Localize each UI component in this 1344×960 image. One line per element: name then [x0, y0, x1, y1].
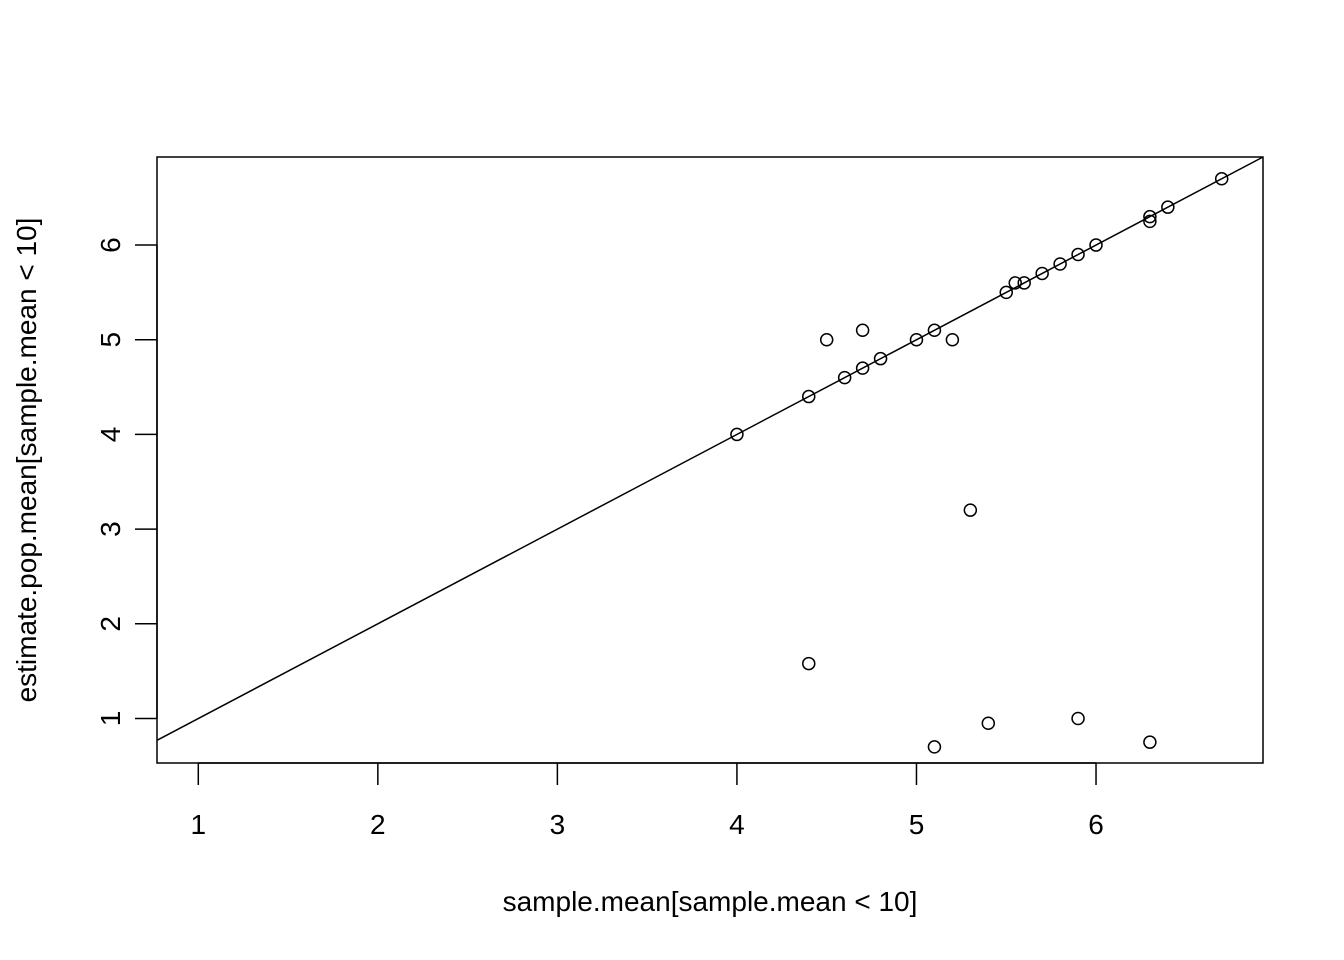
data-point: [1089, 238, 1103, 252]
x-axis-label: sample.mean[sample.mean < 10]: [503, 886, 918, 917]
x-tick-label: 2: [370, 809, 386, 840]
data-point: [1035, 266, 1049, 281]
data-point: [819, 332, 834, 347]
points-layer: [730, 172, 1229, 754]
y-tick-label: 6: [95, 237, 126, 253]
data-point: [963, 503, 978, 517]
data-point: [802, 389, 816, 404]
data-point: [730, 427, 744, 442]
y-tick-label: 5: [95, 332, 126, 348]
y-tick-label: 4: [95, 427, 126, 443]
y-axis: 1 2 3 4 5 6: [95, 237, 158, 727]
data-point: [1214, 172, 1229, 186]
data-point: [1161, 200, 1175, 214]
data-point: [927, 740, 942, 754]
x-tick-label: 4: [729, 809, 745, 840]
data-point: [873, 351, 888, 366]
y-tick-label: 3: [95, 521, 126, 537]
data-point: [855, 361, 870, 375]
data-point: [1017, 276, 1031, 290]
data-point: [981, 716, 996, 730]
data-point: [855, 323, 870, 338]
data-point: [802, 656, 816, 671]
y-axis-label: estimate.pop.mean[sample.mean < 10]: [11, 218, 42, 703]
x-axis: 1 2 3 4 5 6: [191, 762, 1104, 840]
data-point: [1143, 209, 1157, 224]
data-point: [1053, 257, 1067, 271]
data-point: [1008, 276, 1022, 290]
reference-line: [156, 156, 1264, 741]
y-tick-label: 2: [95, 616, 126, 632]
x-tick-label: 3: [550, 809, 566, 840]
x-tick-label: 5: [909, 809, 925, 840]
data-point: [1071, 247, 1085, 262]
data-point: [1143, 735, 1157, 749]
data-point: [1071, 711, 1085, 726]
data-point: [837, 370, 852, 385]
data-point: [909, 332, 924, 347]
data-point: [945, 332, 960, 347]
x-tick-label: 6: [1088, 809, 1104, 840]
plot-frame: [156, 156, 1264, 764]
y-tick-label: 1: [95, 711, 126, 727]
reference-line-layer: [156, 156, 1264, 741]
data-point: [927, 323, 942, 338]
x-tick-label: 1: [191, 809, 207, 840]
data-point: [999, 285, 1013, 300]
data-point: [1143, 214, 1157, 229]
